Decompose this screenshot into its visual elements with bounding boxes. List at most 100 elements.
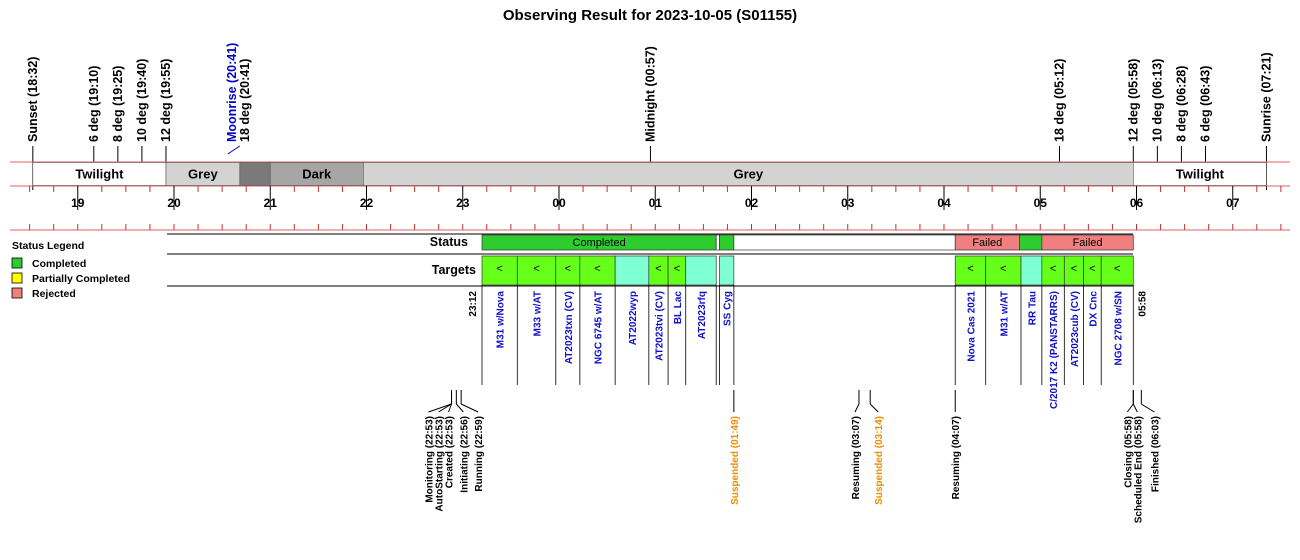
event-leader-closing-05-58 (1126, 403, 1134, 413)
sky-event-8-deg-19-25: 8 deg (19:25) (111, 66, 125, 142)
sky-event-sunrise-07-21: Sunrise (07:21) (1259, 52, 1273, 142)
sky-band-twilight-5 (1132, 162, 1267, 186)
event-leader-autostarting-22-53 (438, 403, 452, 413)
event-leader-scheduled-end-05-58 (1132, 403, 1138, 413)
target-name-at2023tvi-cv: AT2023tvi (CV) (654, 291, 665, 361)
hour-label-21: 21 (264, 196, 278, 210)
status-segment-2 (719, 234, 735, 251)
observing-events: Monitoring (22:53) AutoStarting (22:53) Cr… (425, 390, 1161, 523)
event-label-created-22-53: Created (22:53) (445, 416, 456, 488)
sky-event-10-deg-19-40: 10 deg (19:40) (135, 59, 149, 142)
hour-label-06: 06 (1130, 196, 1144, 210)
target-name-dx-cnc: DX Cnc (1088, 291, 1099, 327)
target-block-at2023rfq (685, 255, 717, 286)
event-label-monitoring-22-53: Monitoring (22:53) (425, 416, 436, 503)
sky-band-label-grey-1: Grey (188, 167, 218, 182)
hour-label-00: 00 (552, 196, 566, 210)
sky-event-18-deg-05-12: 18 deg (05:12) (1053, 59, 1067, 142)
target-marker: < (533, 263, 539, 275)
hour-label-05: 05 (1034, 196, 1048, 210)
legend-title: Status Legend (12, 240, 84, 252)
sky-event-sunset-18-32: Sunset (18:32) (26, 57, 40, 142)
target-marker: < (674, 263, 680, 275)
target-marker: < (594, 263, 600, 275)
target-name-ngc-2708-w-sn: NGC 2708 w/SN (1113, 291, 1124, 365)
sky-band-label-twilight-0: Twilight (75, 167, 124, 182)
hour-label-04: 04 (937, 196, 951, 210)
target-name-bl-lac: BL Lac (673, 291, 684, 325)
legend-swatch-completed (11, 257, 23, 269)
event-label-scheduled-end-05-58: Scheduled End (05:58) (1133, 416, 1144, 523)
hour-label-07: 07 (1226, 196, 1240, 210)
legend-swatch-rejected (11, 287, 23, 299)
target-name-m31-w-at: M31 w/AT (999, 291, 1010, 336)
target-block-m33-w-at (516, 255, 557, 286)
target-name-c-2017-k2-panstarrs: C/2017 K2 (PANSTARRS) (1049, 291, 1060, 409)
target-name-at2023cub-cv: AT2023cub (CV) (1070, 291, 1081, 367)
sky-band-label-twilight-5: Twilight (1176, 167, 1225, 182)
target-name-at2023rfq: AT2023rfq (697, 291, 708, 339)
event-leader-suspended-03-14 (869, 403, 879, 413)
status-legend: Status Legend Completed Partially Complete… (11, 240, 130, 300)
status-segment-1 (715, 234, 720, 251)
event-label-resuming-03-07: Resuming (03:07) (851, 416, 862, 499)
time-marker-05-58: 05:58 (1137, 291, 1148, 317)
target-block-rr-tau (1020, 255, 1043, 286)
hour-label-03: 03 (841, 196, 855, 210)
target-name-ngc-6745-w-at: NGC 6745 w/AT (594, 291, 605, 364)
sky-band-label-grey-4: Grey (733, 167, 763, 182)
status-segment-6 (1041, 234, 1134, 251)
legend-label-rejected: Rejected (32, 288, 76, 300)
event-label-autostarting-22-53: AutoStarting (22:53) (435, 416, 446, 512)
target-block-ngc-6745-w-at (579, 255, 616, 286)
target-marker: < (1089, 263, 1095, 275)
target-marker: < (1050, 263, 1056, 275)
status-row-label: Status (430, 235, 468, 249)
target-name-m31-w-nova: M31 w/Nova (496, 291, 507, 349)
event-leader-initiating-22-56 (455, 403, 464, 413)
time-axis: 19 20 21 22 23 00 01 02 03 04 05 06 07 (10, 186, 1290, 231)
event-leader-created-22-53 (448, 403, 452, 413)
moonrise-leader (227, 145, 241, 155)
status-segment-label-0: Completed (573, 237, 626, 249)
event-label-closing-05-58: Closing (05:58) (1123, 416, 1134, 488)
event-leader-monitoring-22-53 (428, 403, 452, 413)
sky-condition-bar: Twilight Grey Dark Grey Twilight (10, 161, 1290, 187)
target-marker: < (967, 263, 973, 275)
target-block-ngc-2708-w-sn (1100, 255, 1134, 286)
sky-event-labels: Sunset (18:32) 6 deg (19:10) 8 deg (19:25)… (26, 43, 1273, 190)
target-name-at2022wyp: AT2022wyp (628, 291, 639, 345)
sky-event-6-deg-19-10: 6 deg (19:10) (87, 66, 101, 142)
legend-label-completed: Completed (32, 258, 86, 270)
legend-swatch-partially-completed (11, 272, 23, 284)
event-leader-resuming-03-07 (854, 403, 860, 413)
hour-label-20: 20 (167, 196, 181, 210)
target-name-at2023txn-cv: AT2023txn (CV) (564, 291, 575, 364)
event-label-suspended-01-49: Suspended (01:49) (730, 416, 741, 505)
target-marker: < (1071, 263, 1077, 275)
targets-row-label: Targets (432, 263, 476, 277)
status-segment-5 (1019, 234, 1043, 251)
target-name-nova-cas-2021: Nova Cas 2021 (966, 291, 977, 362)
target-name-rr-tau: RR Tau (1027, 291, 1038, 325)
hour-label-23: 23 (456, 196, 470, 210)
target-marker: < (1114, 263, 1120, 275)
time-marker-23-12: 23:12 (468, 291, 479, 317)
target-block-m31-w-nova (481, 255, 518, 286)
event-label-suspended-03-14: Suspended (03:14) (874, 416, 885, 505)
hour-label-02: 02 (745, 196, 759, 210)
target-block-nova-cas-2021 (954, 255, 987, 286)
sky-event-12-deg-19-55: 12 deg (19:55) (159, 59, 173, 142)
sky-event-midnight-00-57: Midnight (00:57) (643, 46, 657, 142)
legend-label-partially-completed: Partially Completed (32, 273, 130, 285)
sky-band-label-dark-3: Dark (302, 167, 332, 182)
target-block-at2022wyp (614, 255, 650, 286)
target-marker: < (1000, 263, 1006, 275)
hour-label-01: 01 (649, 196, 663, 210)
sky-event-18-deg-20-41: 18 deg (20:41) (238, 59, 252, 142)
event-label-resuming-04-07: Resuming (04:07) (951, 416, 962, 499)
event-label-running-22-59: Running (22:59) (474, 416, 485, 492)
sky-band-moon-2 (239, 162, 271, 186)
status-segment-label-6: Failed (1073, 237, 1103, 249)
